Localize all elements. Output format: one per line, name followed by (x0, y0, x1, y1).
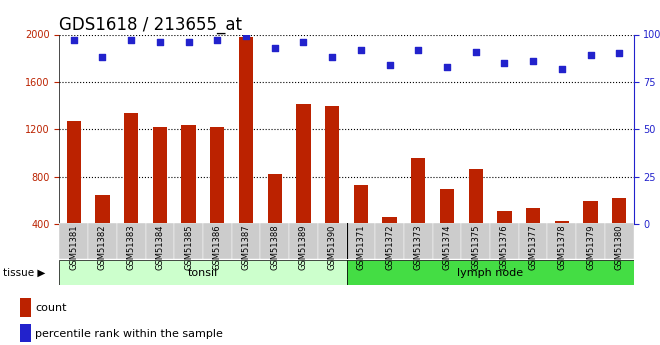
Point (384, 62, 395, 68)
Text: GSM51378: GSM51378 (557, 224, 566, 270)
Text: GSM51389: GSM51389 (299, 224, 308, 270)
Bar (605, 223, 634, 259)
Point (585, 52, 596, 58)
Text: GSM51373: GSM51373 (414, 224, 423, 270)
Point (413, 47, 424, 52)
Bar (612, 198, 626, 272)
Bar (289, 223, 318, 259)
Bar (490, 223, 519, 259)
Bar (232, 223, 260, 259)
Text: GSM51384: GSM51384 (155, 224, 164, 270)
Bar (124, 113, 139, 272)
Bar (239, 37, 253, 272)
Text: GSM51377: GSM51377 (529, 224, 538, 270)
Bar (145, 223, 174, 259)
Point (528, 58, 539, 64)
Text: GSM51381: GSM51381 (69, 224, 79, 270)
Point (298, 39, 309, 45)
Bar (433, 223, 461, 259)
Bar (576, 223, 605, 259)
Text: GSM51385: GSM51385 (184, 224, 193, 270)
Bar (469, 168, 483, 272)
Text: percentile rank within the sample: percentile rank within the sample (36, 329, 223, 338)
Point (471, 49, 481, 55)
Text: GSM51380: GSM51380 (614, 224, 624, 270)
Bar (174, 223, 203, 259)
Bar (210, 127, 224, 272)
Bar (267, 175, 282, 272)
Point (154, 39, 165, 45)
Bar (382, 217, 397, 272)
Text: GSM51379: GSM51379 (586, 224, 595, 270)
Bar (411, 158, 426, 272)
Point (69, 37, 79, 43)
Text: GSM51387: GSM51387 (242, 224, 251, 270)
Text: GSM51382: GSM51382 (98, 224, 107, 270)
Point (327, 55, 337, 60)
Text: GSM51390: GSM51390 (327, 224, 337, 270)
Point (241, 34, 251, 39)
Text: GSM51374: GSM51374 (442, 224, 451, 270)
Bar (461, 223, 490, 259)
Text: GSM51371: GSM51371 (356, 224, 366, 270)
Bar (583, 200, 598, 272)
Bar (354, 185, 368, 272)
Point (614, 51, 624, 56)
Point (183, 39, 194, 45)
Bar (440, 189, 454, 272)
Bar (375, 223, 404, 259)
Text: lymph node: lymph node (457, 268, 523, 277)
Bar (20, 298, 31, 317)
Text: GSM51386: GSM51386 (213, 224, 222, 270)
Bar (554, 221, 569, 272)
Point (126, 37, 137, 43)
Bar (117, 223, 145, 259)
Bar (296, 105, 311, 272)
Bar (152, 127, 167, 272)
Bar (346, 223, 375, 259)
Text: tissue ▶: tissue ▶ (3, 268, 46, 277)
Bar (346, 260, 634, 285)
Point (356, 47, 366, 52)
Bar (182, 125, 196, 272)
Bar (497, 211, 512, 272)
Text: GSM51383: GSM51383 (127, 224, 136, 270)
Bar (88, 223, 117, 259)
Bar (59, 223, 88, 259)
Text: count: count (36, 303, 67, 313)
Text: GDS1618 / 213655_at: GDS1618 / 213655_at (59, 17, 242, 34)
Bar (20, 324, 31, 342)
Bar (260, 223, 289, 259)
Text: GSM51372: GSM51372 (385, 224, 394, 270)
Point (269, 45, 280, 51)
Text: GSM51375: GSM51375 (471, 224, 480, 270)
Bar (404, 223, 433, 259)
Bar (519, 223, 548, 259)
Bar (325, 106, 339, 272)
Bar (318, 223, 346, 259)
Text: GSM51376: GSM51376 (500, 224, 509, 270)
Text: GSM51388: GSM51388 (270, 224, 279, 270)
Bar (59, 260, 346, 285)
Point (97, 55, 108, 60)
Bar (95, 195, 110, 272)
Bar (526, 208, 541, 272)
Point (442, 64, 452, 70)
Bar (203, 223, 232, 259)
Bar (67, 121, 81, 272)
Point (212, 37, 222, 43)
Point (499, 60, 510, 66)
Text: tonsil: tonsil (188, 268, 218, 277)
Point (556, 66, 567, 71)
Bar (548, 223, 576, 259)
